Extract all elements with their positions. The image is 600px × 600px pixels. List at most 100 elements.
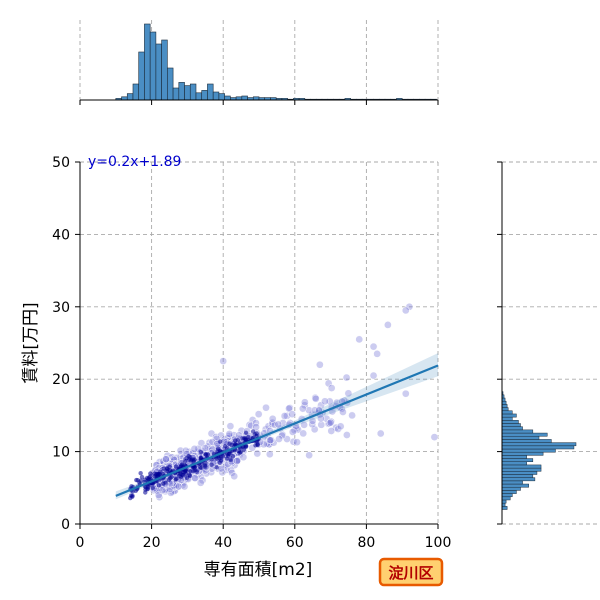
scatter-point — [288, 410, 297, 418]
scatter-point — [355, 335, 364, 344]
x-histogram-bar — [155, 43, 162, 101]
scatter-point-dense — [177, 473, 182, 479]
scatter-point — [266, 436, 275, 445]
scatter-point-dense — [145, 476, 151, 482]
ward-badge-box — [378, 557, 444, 587]
scatter-point — [191, 474, 199, 482]
scatter-point — [252, 419, 260, 427]
scatter-point — [176, 446, 185, 455]
marginal-y-histogram — [497, 161, 598, 525]
y-histogram-bar — [501, 458, 534, 462]
scatter-point-dense — [254, 431, 259, 436]
scatter-point — [369, 371, 378, 380]
scatter-point — [226, 422, 235, 430]
x-tick-label: 80 — [357, 535, 375, 551]
y-histogram-bar — [501, 416, 513, 421]
scatter-point-dense — [152, 473, 157, 479]
scatter-point — [376, 429, 385, 438]
x-histogram-bar — [138, 51, 145, 101]
scatter-point-dense — [232, 438, 238, 443]
scatter-point — [336, 422, 345, 431]
y-tick-label: 20 — [52, 372, 70, 388]
y-histogram-bar — [501, 429, 534, 434]
y-histogram-bar — [501, 480, 523, 485]
y-histogram-bar — [501, 483, 529, 488]
x-histogram-bar — [172, 87, 180, 101]
x-histogram-bar — [195, 92, 203, 101]
scatter-point — [225, 430, 234, 438]
x-histogram-bar — [224, 95, 231, 101]
scatter-point — [261, 425, 270, 434]
scatter-point — [344, 389, 353, 398]
scatter-point — [401, 389, 410, 398]
y-histogram-bar — [501, 467, 542, 472]
y-histogram-bar — [501, 445, 575, 450]
scatter-point-dense — [187, 472, 192, 478]
scatter-point — [219, 357, 228, 365]
scatter-point — [305, 406, 313, 415]
y-histogram-bar — [501, 486, 521, 491]
scatter-point — [322, 414, 331, 423]
scatter-point — [205, 438, 214, 447]
scatter-point-dense — [194, 469, 200, 474]
scatter-point-dense — [218, 455, 224, 460]
scatter-point — [342, 373, 351, 382]
scatter-point — [343, 431, 351, 439]
y-histogram-bar — [501, 432, 548, 437]
x-histogram-bar — [201, 90, 208, 101]
scatter-point — [201, 444, 210, 452]
x-tick-label: 40 — [214, 535, 232, 551]
scatter-point-dense — [209, 462, 214, 467]
y-histogram-bar — [501, 410, 513, 415]
scatter-point-dense — [224, 456, 230, 461]
y-histogram-bar — [501, 423, 521, 427]
y-histogram-bar — [501, 493, 513, 498]
y-histogram-bar — [501, 448, 556, 453]
scatter-point — [268, 414, 277, 423]
scatter-point-dense — [202, 463, 208, 468]
scatter-point — [430, 433, 439, 441]
scatter-point-dense — [145, 486, 150, 491]
scatter-point — [265, 450, 274, 459]
y-histogram-bar — [501, 439, 552, 443]
x-tick-label: 20 — [143, 535, 161, 551]
scatter-point — [174, 482, 183, 491]
y-histogram-bar — [501, 400, 507, 405]
regression-line — [115, 364, 439, 497]
scatter-point — [158, 486, 167, 495]
scatter-point-dense — [163, 480, 168, 485]
scatter-point-dense — [237, 450, 242, 456]
scatter-point-dense — [230, 454, 236, 459]
x-histogram-bar — [167, 67, 174, 101]
y-histogram-bar — [501, 464, 542, 469]
scatter-point — [311, 406, 319, 415]
y-histogram-bar — [501, 496, 511, 501]
scatter-point — [298, 404, 307, 413]
y-histogram-bar — [501, 499, 507, 504]
x-axis-title: 専有面積[m2] — [204, 560, 313, 580]
scatter-point — [254, 410, 263, 419]
scatter-point — [325, 419, 334, 428]
scatter-point — [326, 418, 335, 427]
x-tick-label: 60 — [286, 535, 304, 551]
scatter-point — [327, 427, 336, 435]
regression-equation-label: y=0.2x+1.89 — [88, 154, 181, 170]
scatter-point-dense — [139, 474, 145, 480]
scatter-point-dense — [173, 464, 179, 470]
y-histogram-bar — [501, 404, 508, 408]
scatter-point — [310, 425, 319, 434]
scatter-point-dense — [161, 466, 166, 471]
scatter-point — [217, 464, 226, 473]
scatter-point — [301, 398, 309, 407]
scatter-point — [308, 420, 317, 429]
marginal-x-histogram — [79, 20, 439, 105]
scatter-point-dense — [150, 485, 155, 491]
scatter-point — [267, 436, 275, 444]
scatter-point — [401, 306, 410, 315]
scatter-point — [181, 446, 190, 455]
scatter-point-dense — [253, 443, 258, 448]
scatter-point — [230, 472, 239, 481]
scatter-point — [247, 421, 256, 430]
y-histogram-bar — [501, 455, 527, 459]
x-histogram-bar — [218, 93, 225, 101]
